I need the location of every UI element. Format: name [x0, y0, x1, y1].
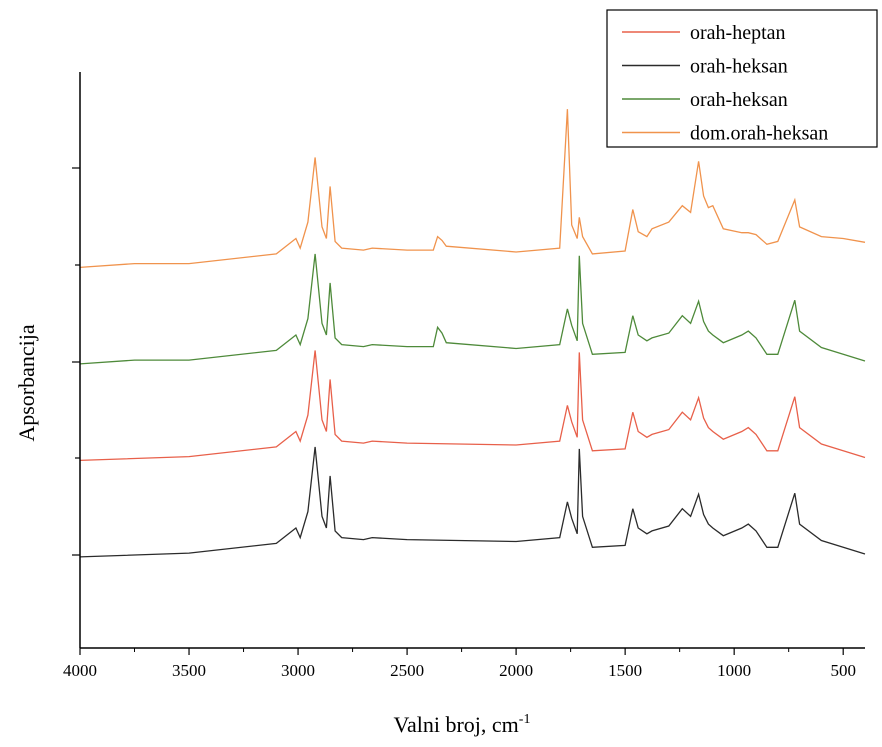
series-layer — [79, 109, 866, 558]
x-axis-title-text: Valni broj, cm — [394, 712, 519, 737]
series-line-2 — [79, 446, 866, 558]
x-axis-title: Valni broj, cm-1 — [394, 712, 531, 737]
legend-label-2: orah-heksan — [690, 56, 788, 78]
x-tick-label-1000: 1000 — [717, 661, 751, 680]
legend-box — [606, 9, 878, 148]
series-line-1 — [79, 350, 866, 462]
legend-label-1: orah-heptan — [690, 22, 786, 44]
x-axis-title-superscript: -1 — [519, 712, 531, 727]
x-tick-label-3000: 3000 — [281, 661, 315, 680]
legend-label-3: orah-heksan — [690, 89, 788, 111]
x-tick-label-500: 500 — [830, 661, 856, 680]
y-axis-title: Apsorbancija — [14, 324, 39, 442]
series-line-3 — [79, 253, 866, 365]
series-line-4 — [79, 109, 866, 269]
x-tick-label-1500: 1500 — [608, 661, 642, 680]
axes-layer: 4000 3500 3000 2500 2000 1500 1000 500 — [63, 72, 865, 680]
x-tick-label-4000: 4000 — [63, 661, 97, 680]
legend-label-4: dom.orah-heksan — [690, 123, 828, 145]
legend: orah-heptan orah-heksan orah-heksan dom.ora… — [606, 9, 878, 148]
x-tick-label-3500: 3500 — [172, 661, 206, 680]
x-tick-label-2000: 2000 — [499, 661, 533, 680]
x-tick-label-2500: 2500 — [390, 661, 424, 680]
